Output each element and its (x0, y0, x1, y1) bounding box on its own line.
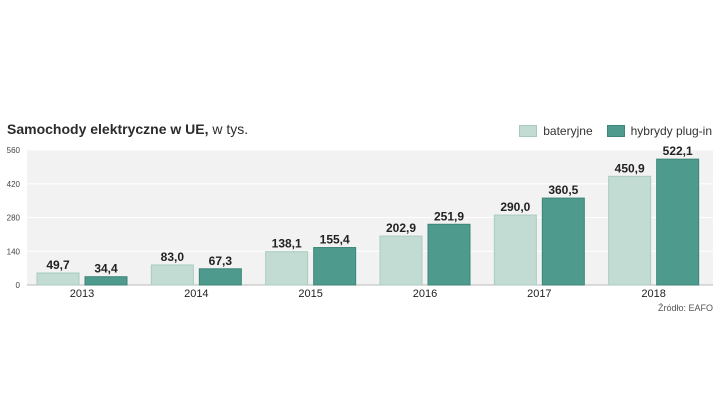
x-tick-label-2016: 2016 (413, 288, 437, 300)
data-label-battery-2016: 202,9 (386, 221, 416, 235)
data-label-hybrid-2016: 251,9 (434, 209, 464, 223)
bar-hybrid-2014 (198, 268, 242, 286)
bar-battery-2018 (608, 175, 652, 286)
x-tick-label-2018: 2018 (641, 288, 665, 300)
bar-battery-2013 (36, 272, 80, 286)
x-tick-label-2013: 2013 (70, 288, 94, 300)
legend-label-hybrid: hybrydy plug-in (630, 124, 712, 138)
data-label-battery-2014: 83,0 (161, 250, 185, 264)
data-label-hybrid-2013: 34,4 (94, 262, 118, 276)
bar-hybrid-2015 (313, 247, 357, 286)
bar-battery-2015 (265, 251, 309, 286)
data-label-hybrid-2014: 67,3 (209, 254, 233, 268)
legend-swatch-hybrid (606, 125, 625, 137)
legend-item-battery: bateryjne (519, 124, 593, 138)
bar-hybrid-2016 (427, 223, 471, 286)
bar-battery-2016 (379, 235, 423, 286)
data-label-hybrid-2017: 360,5 (548, 183, 578, 197)
y-tick-label-0: 0 (16, 281, 21, 290)
data-label-battery-2015: 138,1 (272, 237, 302, 251)
data-label-battery-2013: 49,7 (46, 258, 70, 272)
legend-swatch-battery (519, 125, 538, 137)
y-tick-label-560: 560 (7, 146, 21, 155)
bar-battery-2017 (493, 214, 537, 286)
data-label-battery-2017: 290,0 (500, 200, 530, 214)
data-label-battery-2018: 450,9 (615, 161, 645, 175)
data-label-hybrid-2018: 522,1 (663, 144, 693, 158)
y-tick-label-280: 280 (7, 214, 21, 223)
x-tick-label-2017: 2017 (527, 288, 551, 300)
legend-item-hybrid: hybrydy plug-in (606, 124, 712, 138)
data-label-hybrid-2015: 155,4 (320, 233, 350, 247)
y-tick-label-420: 420 (7, 180, 21, 189)
chart-title: Samochody elektryczne w UE, w tys. (7, 121, 248, 137)
y-tick-label-140: 140 (7, 247, 21, 256)
source-note: Źródło: EAFO (657, 303, 713, 313)
legend: bateryjne hybrydy plug-in (505, 124, 712, 138)
bar-hybrid-2018 (656, 158, 700, 286)
bar-battery-2014 (150, 264, 194, 286)
chart-title-bold: Samochody elektryczne w UE, (7, 121, 209, 137)
chart-title-unit: w tys. (208, 121, 249, 137)
bar-hybrid-2017 (541, 197, 585, 286)
x-tick-label-2015: 2015 (298, 288, 322, 300)
legend-label-battery: bateryjne (543, 124, 593, 138)
x-tick-label-2014: 2014 (184, 288, 208, 300)
bar-hybrid-2013 (84, 276, 128, 286)
